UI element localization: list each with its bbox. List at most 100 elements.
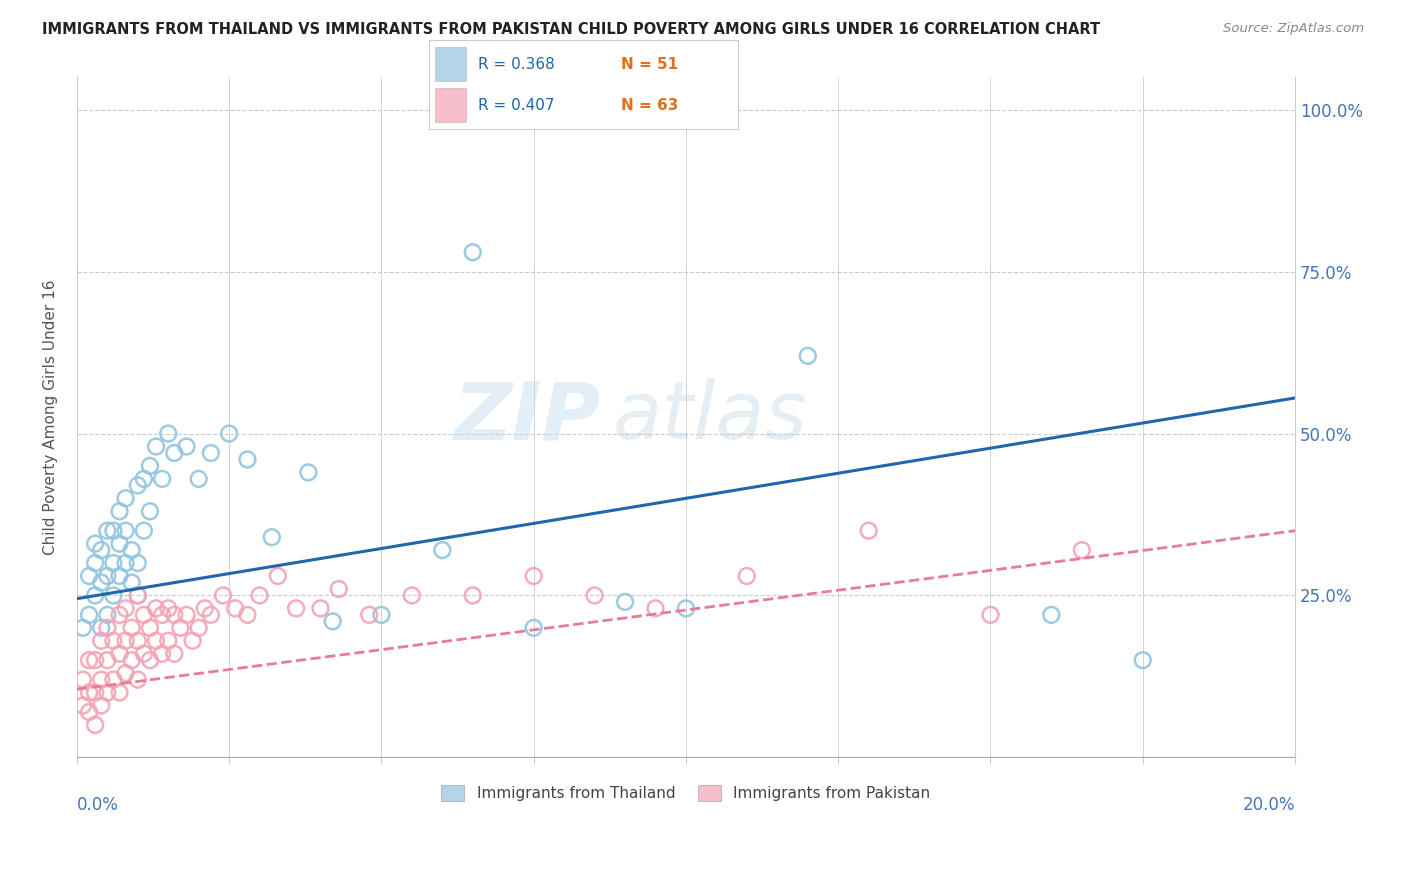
Point [84,685,107,699]
Text: Source: ZipAtlas.com: Source: ZipAtlas.com [1223,22,1364,36]
Point [139,653,162,667]
Point [103,556,125,570]
Point [77,569,100,583]
Point [150,472,173,486]
Point [200,446,222,460]
Y-axis label: Child Poverty Among Girls Under 16: Child Poverty Among Girls Under 16 [44,279,58,555]
Point [163,607,186,622]
Point [285,601,308,615]
Point [644,601,666,615]
Point [103,673,125,687]
Text: ZIP: ZIP [453,378,600,457]
Point [212,589,235,603]
Point [84,556,107,570]
Point [139,504,162,518]
Point [90,621,112,635]
Point [187,621,209,635]
Point [260,530,283,544]
Point [121,575,143,590]
Point [108,647,131,661]
Point [797,349,820,363]
Point [114,556,136,570]
Point [114,633,136,648]
Point [121,621,143,635]
Point [121,653,143,667]
Point [139,458,162,473]
Point [979,607,1001,622]
Point [77,685,100,699]
Point [77,653,100,667]
Point [96,607,118,622]
Point [328,582,350,596]
Point [127,556,149,570]
Point [432,543,454,558]
Point [84,536,107,550]
Point [858,524,880,538]
Point [84,589,107,603]
Point [187,472,209,486]
Text: IMMIGRANTS FROM THAILAND VS IMMIGRANTS FROM PAKISTAN CHILD POVERTY AMONG GIRLS U: IMMIGRANTS FROM THAILAND VS IMMIGRANTS F… [42,22,1101,37]
Point [163,647,186,661]
Point [84,653,107,667]
Point [127,673,149,687]
Point [359,607,381,622]
Text: 20.0%: 20.0% [1243,797,1295,814]
Text: N = 63: N = 63 [620,98,678,112]
Point [103,524,125,538]
Point [401,589,423,603]
Point [461,245,484,260]
Text: atlas: atlas [613,378,807,457]
Point [176,607,198,622]
Point [127,589,149,603]
Point [103,633,125,648]
Text: R = 0.368: R = 0.368 [478,57,555,71]
Point [84,718,107,732]
Point [176,440,198,454]
Point [132,524,155,538]
Point [108,504,131,518]
Point [132,607,155,622]
Point [583,589,606,603]
Point [127,633,149,648]
Point [96,569,118,583]
Point [90,543,112,558]
Point [322,615,344,629]
Point [200,607,222,622]
Point [96,621,118,635]
Point [77,607,100,622]
Point [114,491,136,506]
Point [236,452,259,467]
Point [96,653,118,667]
Point [132,472,155,486]
Point [72,621,94,635]
Point [145,440,167,454]
Point [90,633,112,648]
Point [145,601,167,615]
Text: 0.0%: 0.0% [77,797,118,814]
Point [224,601,246,615]
Point [249,589,271,603]
Point [309,601,332,615]
Point [297,466,319,480]
Point [236,607,259,622]
Point [150,607,173,622]
Point [735,569,758,583]
Point [90,698,112,713]
Point [139,621,162,635]
Point [96,685,118,699]
Point [370,607,392,622]
Point [150,647,173,661]
Point [127,478,149,492]
Point [108,607,131,622]
Point [77,705,100,719]
Point [103,589,125,603]
Point [132,647,155,661]
Point [96,524,118,538]
Point [114,666,136,681]
Point [267,569,290,583]
FancyBboxPatch shape [434,47,465,81]
Point [157,426,180,441]
Point [1132,653,1154,667]
Point [675,601,697,615]
Point [163,446,186,460]
